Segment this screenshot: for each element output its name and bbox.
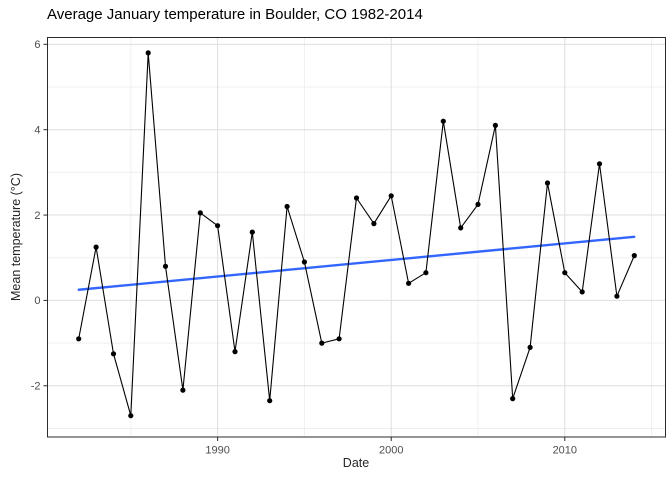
data-point [284, 203, 290, 210]
data-point [614, 293, 620, 299]
data-point [336, 336, 342, 342]
y-tick-label: 0 [34, 295, 40, 307]
data-point [458, 225, 464, 231]
data-point [353, 195, 360, 201]
data-point [93, 244, 99, 250]
trend-line [77, 235, 636, 291]
y-tick-label: 6 [34, 39, 40, 51]
y-tick-label: 4 [34, 124, 40, 136]
x-tick-label: 1990 [205, 445, 229, 457]
data-point [423, 270, 429, 276]
x-tick-label: 2000 [379, 445, 403, 457]
data-point [579, 289, 585, 295]
data-point [319, 340, 325, 346]
data-point [562, 270, 568, 276]
data-point [388, 193, 394, 199]
data-point [162, 263, 169, 269]
data-point [267, 398, 273, 404]
data-point [475, 201, 481, 207]
data-point [128, 413, 134, 419]
x-tick-label: 2010 [553, 445, 577, 457]
y-axis-label: Mean temperature (°C) [9, 173, 23, 301]
data-point [145, 50, 151, 56]
y-tick-label: -2 [31, 381, 41, 393]
data-point [631, 253, 637, 259]
data-point [76, 336, 82, 342]
data-point [215, 223, 221, 229]
data-point [110, 351, 117, 357]
x-axis-label: Date [342, 456, 370, 470]
data-point [440, 118, 446, 124]
data-point [492, 122, 498, 128]
panel-border [47, 37, 666, 438]
y-tick-label: 2 [34, 210, 40, 222]
data-point [371, 221, 377, 227]
data-point [510, 396, 516, 402]
data-point [596, 161, 603, 167]
data-point [180, 387, 186, 393]
chart-title: Average January temperature in Boulder, … [47, 6, 423, 23]
data-point [301, 259, 307, 265]
data-point [544, 180, 551, 186]
data-point [527, 344, 533, 350]
panel-background [47, 37, 666, 437]
data-point [197, 210, 203, 216]
data-point [249, 229, 255, 235]
data-point [232, 349, 238, 355]
data-point [406, 280, 412, 286]
